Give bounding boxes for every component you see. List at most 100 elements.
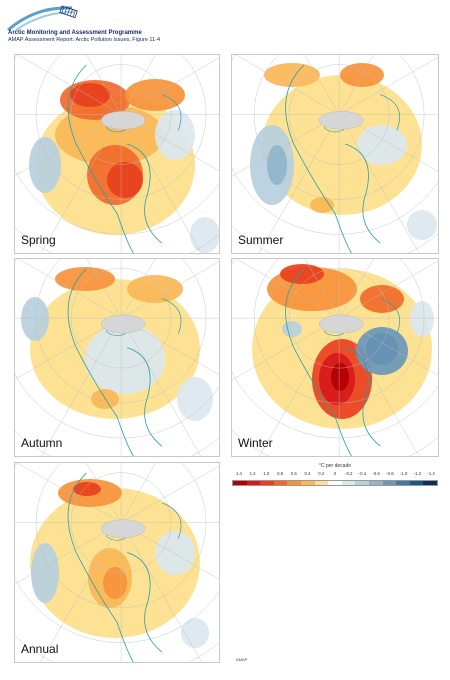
anomaly-region <box>407 210 437 240</box>
no-data-region <box>100 519 146 538</box>
coastline <box>127 347 163 447</box>
anomaly-region <box>155 531 195 575</box>
longitude-line <box>232 317 340 381</box>
legend-tick-label: -0.6 <box>372 471 380 476</box>
longitude-line <box>339 57 438 115</box>
longitude-line <box>339 114 438 172</box>
anomaly-region <box>264 63 320 87</box>
legend-swatch <box>233 481 247 485</box>
autumn-map <box>15 259 219 456</box>
longitude-line <box>17 463 122 523</box>
longitude-line <box>235 55 340 115</box>
coastline <box>380 94 400 131</box>
legend-tick-label: -1.4 <box>427 471 435 476</box>
legend-swatch <box>260 481 274 485</box>
longitude-line <box>40 522 122 662</box>
legend-color-bar <box>232 480 438 486</box>
longitude-line <box>338 259 374 319</box>
footer-credit: AMAP <box>236 657 248 662</box>
longitude-line <box>236 259 340 319</box>
longitude-line <box>120 463 156 523</box>
anomaly-region <box>103 567 127 599</box>
legend-tick-label: 0 <box>333 471 337 476</box>
legend-tick-label: -0.2 <box>345 471 353 476</box>
legend-swatch <box>355 481 369 485</box>
legend-swatch <box>287 481 301 485</box>
anomaly-region <box>262 75 422 215</box>
legend-tick-label: 1.0 <box>263 471 270 476</box>
coastline <box>380 298 400 334</box>
anomaly-region <box>410 301 434 337</box>
longitude-line <box>86 259 122 319</box>
coastline <box>127 143 163 244</box>
spring-map <box>15 55 219 253</box>
longitude-line <box>120 522 219 580</box>
longitude-line <box>120 55 156 115</box>
legend-tick-label: 0.6 <box>290 471 297 476</box>
report-subtitle: AMAP Assessment Report: Arctic Pollution… <box>8 37 161 43</box>
legend-title: °C per decade <box>318 463 352 469</box>
panel-label-autumn: Autumn <box>21 436 63 450</box>
coastline <box>345 143 381 244</box>
legend-tick-label: 1.4 <box>235 471 242 476</box>
no-data-region <box>318 314 364 334</box>
legend-swatch <box>341 481 356 485</box>
panel-label-winter: Winter <box>238 436 273 450</box>
anomaly-region <box>177 377 213 421</box>
longitude-line <box>15 522 122 585</box>
longitude-line <box>304 55 340 115</box>
longitude-line <box>120 114 202 253</box>
longitude-line <box>338 114 420 253</box>
legend-ticks: 1.4 1.2 1.0 0.8 0.6 0.4 0.2 0 -0.2 -0.4 -0.6 -0.8 -1… <box>232 471 438 479</box>
longitude-line <box>120 465 219 523</box>
anomaly-region <box>107 162 143 198</box>
figure-header: Arctic Monitoring and Assessment Program… <box>0 0 450 50</box>
legend-tick-label: -0.8 <box>386 471 394 476</box>
legend-swatch <box>273 481 288 485</box>
legend-swatch <box>246 481 261 485</box>
longitude-line <box>86 55 122 115</box>
coastline <box>161 94 182 131</box>
panel-label-annual: Annual <box>21 642 59 656</box>
map-panel-summer: Summer <box>231 54 439 254</box>
legend-tick-label: -1.2 <box>413 471 422 476</box>
legend-tick-label: -0.4 <box>358 471 367 476</box>
legend-tick-label: 0.8 <box>277 471 284 476</box>
anomaly-region <box>331 363 349 391</box>
map-panel-annual: Annual <box>14 462 220 663</box>
coastline <box>67 268 134 456</box>
legend-tick-label: 1.2 <box>249 471 256 476</box>
coastline <box>345 347 381 447</box>
anomaly-region <box>29 137 61 193</box>
anomaly-region <box>190 217 219 253</box>
no-data-region <box>100 314 146 334</box>
anomaly-region <box>310 197 334 213</box>
coastline <box>285 268 352 456</box>
anomaly-region <box>181 618 209 648</box>
anomaly-region <box>31 543 59 603</box>
legend-tick-label: -1.0 <box>399 471 408 476</box>
anomaly-region <box>155 110 195 160</box>
anomaly-region <box>356 327 408 375</box>
summer-map <box>232 55 438 253</box>
legend-swatch <box>328 481 342 485</box>
anomaly-region <box>280 264 324 284</box>
longitude-line <box>86 463 122 523</box>
coastline <box>161 502 182 539</box>
longitude-line <box>258 114 340 253</box>
longitude-line <box>120 57 219 115</box>
longitude-line <box>120 259 156 319</box>
longitude-line <box>338 317 419 456</box>
longitude-line <box>40 114 122 253</box>
longitude-line <box>304 259 340 319</box>
coastline <box>127 552 163 653</box>
map-panel-autumn: Autumn <box>14 258 220 457</box>
longitude-line <box>41 317 122 456</box>
longitude-line <box>17 55 122 115</box>
no-data-region <box>318 111 364 130</box>
winter-map <box>232 259 438 456</box>
anomaly-region <box>21 297 49 341</box>
legend-tick-label: 0.4 <box>304 471 311 476</box>
legend-swatch <box>300 481 315 485</box>
coastline <box>161 298 182 334</box>
